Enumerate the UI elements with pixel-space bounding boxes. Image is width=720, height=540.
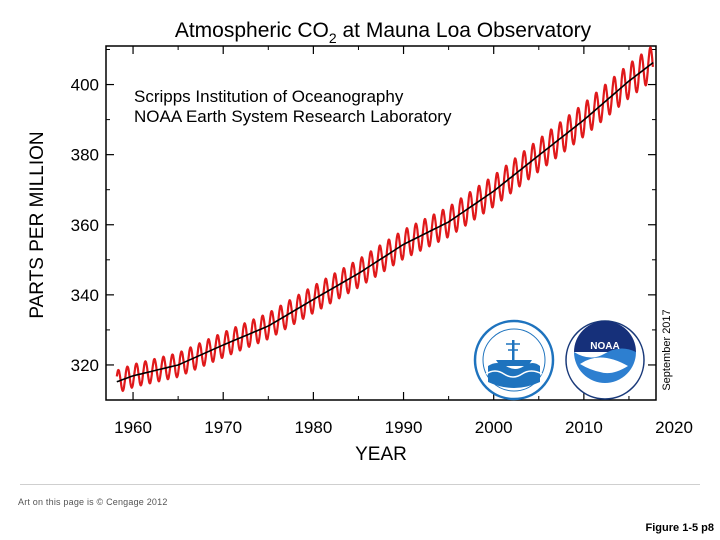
y-tick-label: 340	[71, 286, 99, 305]
co2-chart: Atmospheric CO2 at Mauna Loa Observatory…	[27, 19, 693, 465]
chart-title: Atmospheric CO2 at Mauna Loa Observatory	[175, 19, 592, 46]
annotation-noaa: NOAA Earth System Research Laboratory	[134, 107, 452, 126]
trend-co2-line	[116, 61, 654, 383]
y-tick-label: 360	[71, 216, 99, 235]
noaa-logo-text: NOAA	[590, 341, 619, 352]
x-tick-label: 2010	[565, 418, 603, 437]
y-tick-label: 320	[71, 356, 99, 375]
copyright-credit: Art on this page is © Cengage 2012	[18, 497, 168, 507]
x-tick-label: 1990	[385, 418, 423, 437]
footer-divider	[20, 484, 700, 485]
x-tick-label: 1960	[114, 418, 152, 437]
date-note: September 2017	[661, 309, 673, 390]
series-layer	[115, 46, 654, 392]
annotation-scripps: Scripps Institution of Oceanography	[134, 87, 404, 106]
chart-title-subscript: 2	[329, 30, 337, 46]
plot-frame	[105, 45, 657, 401]
chart-title-rest: at Mauna Loa Observatory	[337, 19, 592, 42]
x-axis-title: YEAR	[355, 444, 407, 465]
x-tick-label: 1980	[294, 418, 332, 437]
axis-ticks-layer: 1960 1970 1980 1990 2000 2010 2020 320 340 360 380…	[71, 46, 693, 437]
x-tick-label: 1970	[204, 418, 242, 437]
y-axis-title: PARTS PER MILLION	[27, 131, 48, 318]
x-tick-label: 2000	[475, 418, 513, 437]
y-tick-label: 380	[71, 146, 99, 165]
scripps-seal-logo	[473, 319, 555, 401]
noaa-logo: NOAA	[565, 320, 645, 400]
x-tick-label: 2020	[655, 418, 693, 437]
y-tick-label: 400	[71, 76, 99, 95]
figure-label: Figure 1-5 p8	[645, 522, 714, 534]
